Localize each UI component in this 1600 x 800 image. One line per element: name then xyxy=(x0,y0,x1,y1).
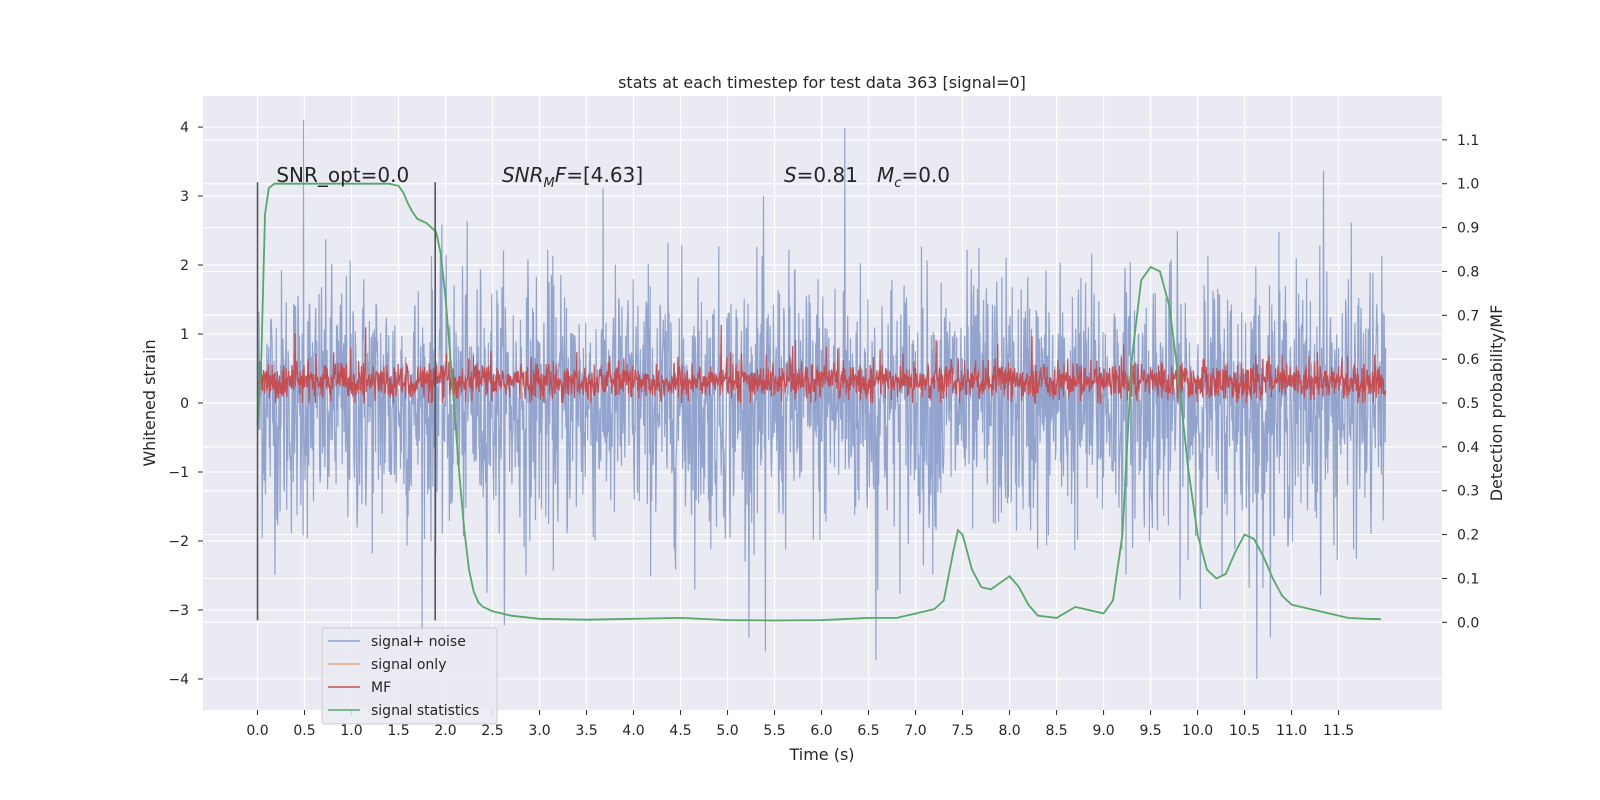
y-tick-label: 1 xyxy=(180,327,189,343)
annotation-snr-mf-value: =[4.63] xyxy=(566,163,643,187)
y-tick-label: 4 xyxy=(180,120,189,136)
legend-label-signal-only: signal only xyxy=(371,657,446,673)
annotation-snr-mf-tail: F xyxy=(555,163,567,187)
y-axis-right: 1.1 1.0 0.9 0.8 0.7 0.6 0.5 0.4 0.3 0.2 0.1 0.0 xyxy=(1442,133,1479,631)
annotation-mc-value: =0.0 xyxy=(901,163,950,187)
y-tick-label: −3 xyxy=(168,603,189,619)
x-tick-label: 4.5 xyxy=(669,723,691,739)
y2-tick-label: 0.6 xyxy=(1457,352,1479,368)
x-tick-label: 3.0 xyxy=(528,723,550,739)
y-tick-label: 3 xyxy=(180,189,189,205)
annotation-s: S xyxy=(784,163,797,187)
x-tick-label: 2.5 xyxy=(481,723,503,739)
legend-label-signal-noise: signal+ noise xyxy=(371,634,466,650)
y2-tick-label: 0.2 xyxy=(1457,528,1479,544)
y2-tick-label: 0.8 xyxy=(1457,264,1479,280)
x-tick-label: 0.5 xyxy=(293,723,315,739)
annotation-snr-opt: SNR_opt=0.0 xyxy=(276,163,409,187)
x-tick-label: 11.0 xyxy=(1276,723,1307,739)
x-tick-label: 8.5 xyxy=(1045,723,1067,739)
x-tick-label: 6.5 xyxy=(857,723,879,739)
x-tick-label: 7.5 xyxy=(951,723,973,739)
y2-tick-label: 1.0 xyxy=(1457,177,1479,193)
series-mf xyxy=(256,324,1387,405)
x-tick-label: 4.0 xyxy=(622,723,644,739)
y-tick-label: −4 xyxy=(168,672,189,688)
annotation-mc: M xyxy=(877,163,894,187)
x-tick-label: 2.0 xyxy=(434,723,456,739)
x-axis-label: Time (s) xyxy=(788,745,854,764)
x-tick-label: 11.5 xyxy=(1323,723,1354,739)
x-tick-label: 7.0 xyxy=(904,723,926,739)
annotation-s-value: =0.81 xyxy=(797,163,877,187)
x-tick-label: 5.5 xyxy=(763,723,785,739)
vertical-markers xyxy=(256,182,436,621)
annotation-mc-sub: c xyxy=(894,176,901,191)
x-tick-label: 10.5 xyxy=(1229,723,1260,739)
y2-tick-label: 0.4 xyxy=(1457,440,1479,456)
plot-series xyxy=(256,120,1387,680)
x-tick-label: 8.0 xyxy=(998,723,1020,739)
y-axis-left: 4 3 2 1 0 −1 −2 −3 −4 xyxy=(168,120,203,688)
x-tick-label: 9.5 xyxy=(1139,723,1161,739)
x-tick-label: 1.0 xyxy=(340,723,362,739)
x-tick-label: 0.0 xyxy=(246,723,268,739)
y2-tick-label: 0.7 xyxy=(1457,308,1479,324)
chart-title: stats at each timestep for test data 363… xyxy=(618,73,1026,92)
x-tick-label: 1.5 xyxy=(387,723,409,739)
annotation-snr-mf-sub: M xyxy=(544,176,555,191)
x-tick-label: 10.0 xyxy=(1182,723,1213,739)
x-tick-label: 9.0 xyxy=(1092,723,1114,739)
legend-label-signal-statistics: signal statistics xyxy=(371,703,479,719)
legend: signal+ noise signal only MF signal stat… xyxy=(321,627,498,725)
y-tick-label: 2 xyxy=(180,258,189,274)
y-tick-label: −1 xyxy=(168,465,189,481)
y2-tick-label: 0.9 xyxy=(1457,221,1479,237)
annotation-snr-mf: SNRMF=[4.63] xyxy=(502,163,643,191)
annotation-s-mc: S=0.81 Mc=0.0 xyxy=(784,163,950,191)
series-signal-noise xyxy=(256,120,1387,680)
y-tick-label: −2 xyxy=(168,534,189,550)
y2-tick-label: 0.0 xyxy=(1457,615,1479,631)
y2-tick-label: 0.1 xyxy=(1457,571,1479,587)
x-tick-label: 3.5 xyxy=(575,723,597,739)
series-signal-statistics xyxy=(256,182,1381,622)
y2-tick-label: 1.1 xyxy=(1457,133,1479,149)
legend-box xyxy=(321,627,498,725)
y-tick-label: 0 xyxy=(180,396,189,412)
x-tick-label: 5.0 xyxy=(716,723,738,739)
y-axis-label: Whitened strain xyxy=(140,339,159,466)
y2-axis-label: Detection probability/MF xyxy=(1487,305,1506,502)
y2-tick-label: 0.3 xyxy=(1457,484,1479,500)
x-axis: 0.0 0.5 1.0 1.5 2.0 2.5 3.0 3.5 4.0 4.5 5.0 5.5 6.0 6… xyxy=(246,710,1354,739)
legend-label-mf: MF xyxy=(371,680,391,696)
annotation-snr-mf-base: SNR xyxy=(502,163,544,187)
x-tick-label: 6.0 xyxy=(810,723,832,739)
y2-tick-label: 0.5 xyxy=(1457,396,1479,412)
annotations: SNR_opt=0.0 SNRMF=[4.63] S=0.81 Mc=0.0 xyxy=(276,163,950,191)
